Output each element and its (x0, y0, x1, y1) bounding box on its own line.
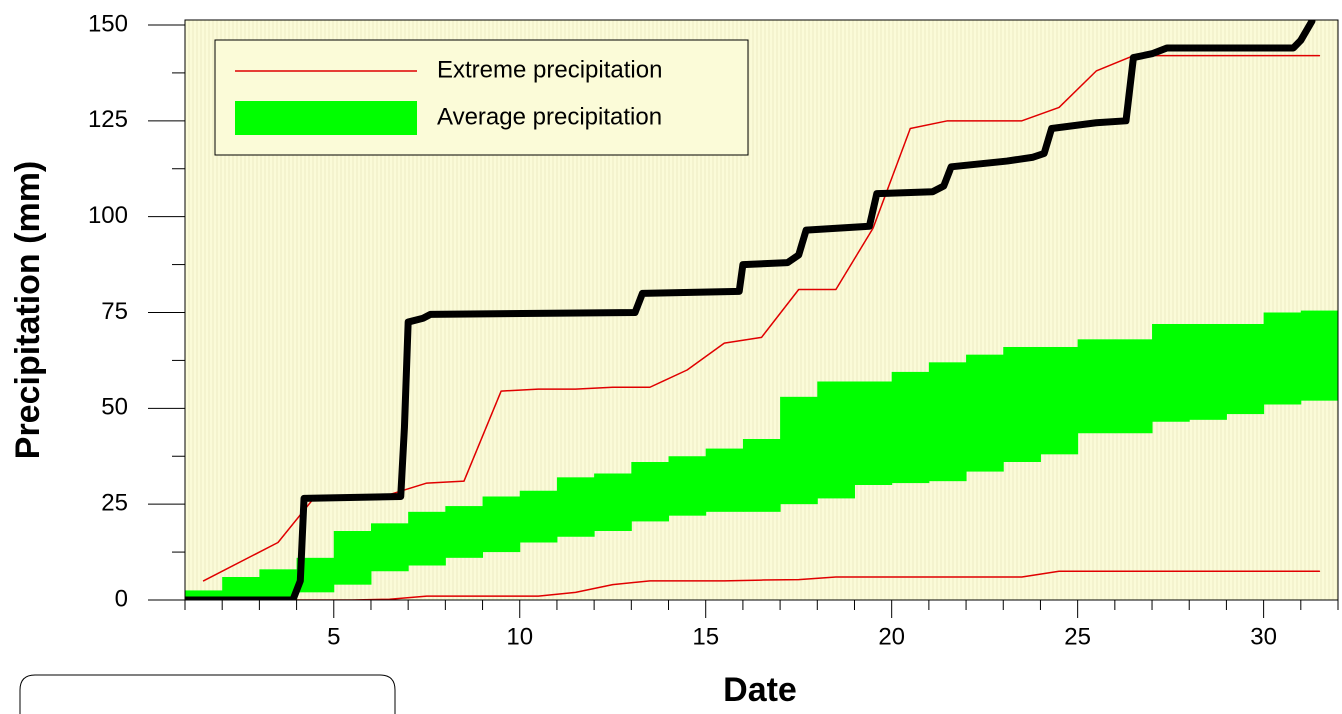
band-segment (742, 438, 781, 512)
band-segment (817, 381, 855, 499)
x-tick-label: 20 (878, 623, 905, 650)
y-tick-label: 50 (101, 394, 128, 421)
x-tick-label: 15 (692, 623, 719, 650)
band-segment (1040, 346, 1079, 455)
y-tick-label: 150 (88, 10, 128, 37)
band-segment (1152, 323, 1190, 422)
band-segment (556, 477, 595, 537)
band-segment (185, 590, 223, 600)
band-segment (1114, 339, 1153, 434)
band-segment (780, 396, 818, 505)
plot-frame (184, 19, 1339, 601)
y-tick-label: 75 (101, 298, 128, 325)
panel-frame (19, 674, 396, 714)
x-tick-label: 25 (1064, 623, 1091, 650)
x-tick-label: 30 (1250, 623, 1277, 650)
legend-box (214, 39, 749, 156)
band-segment (1263, 312, 1302, 405)
band-segment (1003, 346, 1041, 462)
band-segment (482, 496, 521, 553)
y-axis-title: Precipitation (mm) (9, 161, 47, 459)
legend-label: Average precipitation (437, 103, 662, 130)
x-axis-title: Date (723, 671, 797, 709)
y-tick-label: 0 (115, 585, 128, 612)
band-segment (222, 576, 260, 600)
series-line (202, 570, 1321, 600)
band-segment (668, 456, 707, 516)
band-segment (705, 448, 744, 512)
band-segment (1189, 323, 1227, 420)
band-segment (854, 381, 893, 485)
y-tick-label: 100 (88, 202, 128, 229)
band-segment (966, 354, 1004, 472)
y-tick-label: 125 (88, 106, 128, 133)
series-line (185, 20, 1316, 600)
y-tick-label: 25 (101, 490, 128, 517)
band-segment (333, 530, 372, 585)
band-segment (1077, 339, 1116, 434)
band-segment (445, 506, 484, 558)
band-segment (891, 371, 930, 484)
legend-label: Extreme precipitation (437, 56, 662, 83)
band-segment (259, 569, 298, 600)
band-segment (1300, 310, 1338, 401)
band-segment (594, 473, 632, 531)
band-segment (519, 490, 558, 543)
band-segment (408, 511, 446, 566)
band-segment (928, 362, 967, 482)
band-segment (370, 523, 409, 572)
x-tick-label: 10 (506, 623, 533, 650)
band-segment (631, 461, 670, 522)
band-segment (1226, 323, 1265, 415)
legend-swatch (235, 101, 417, 135)
x-tick-label: 5 (327, 623, 340, 650)
